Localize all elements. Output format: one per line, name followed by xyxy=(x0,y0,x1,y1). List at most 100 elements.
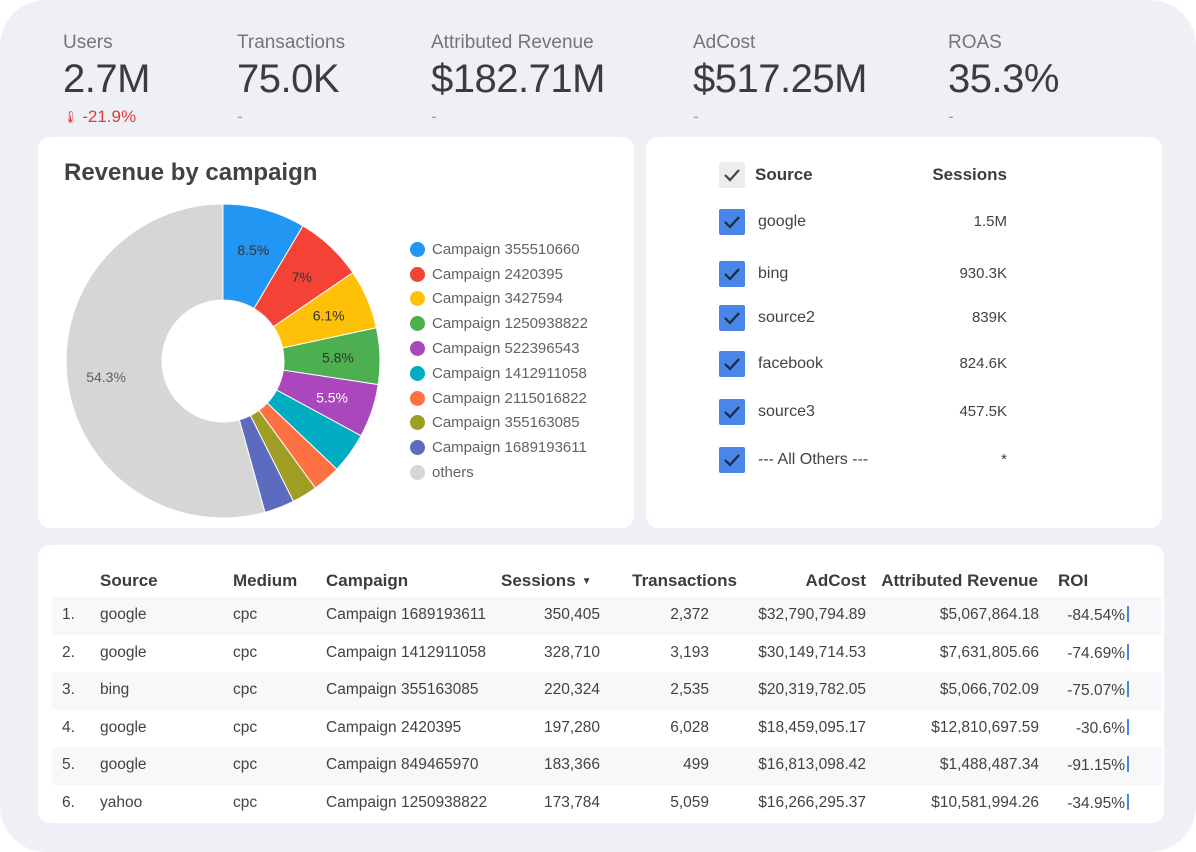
col-header-sessions[interactable]: Sessions ▼ xyxy=(501,571,592,591)
kpi-value: $182.71M xyxy=(431,57,605,101)
kpi-label: Users xyxy=(63,32,113,53)
kpi-label: ROAS xyxy=(948,32,1002,53)
check-icon xyxy=(724,169,740,182)
cell-transactions: 6,028 xyxy=(670,718,709,736)
cell-source: google xyxy=(100,756,147,774)
table-row[interactable]: 1. google cpc Campaign 1689193611 350,405 2,3… xyxy=(52,597,1162,635)
source-filter-row[interactable]: facebook 824.6K xyxy=(646,351,1162,379)
legend-item[interactable]: Campaign 355510660 xyxy=(410,237,588,262)
sessions-column-header[interactable]: Sessions xyxy=(932,165,1007,184)
kpi-delta: 🌡 -21.9% xyxy=(63,106,150,128)
source-checkbox[interactable] xyxy=(719,399,745,425)
legend-item[interactable]: Campaign 355163085 xyxy=(410,411,588,436)
legend-item[interactable]: Campaign 3427594 xyxy=(410,287,588,312)
cell-campaign: Campaign 2420395 xyxy=(326,718,462,736)
source-checkbox[interactable] xyxy=(719,305,745,331)
source-filter-row[interactable]: source2 839K xyxy=(646,305,1162,333)
sort-desc-icon: ▼ xyxy=(581,576,592,587)
source-sessions: 839K xyxy=(971,309,1007,326)
slice-data-label: 7% xyxy=(292,269,312,285)
source-checkbox[interactable] xyxy=(719,447,745,473)
cell-source: google xyxy=(100,606,147,623)
source-checkbox[interactable] xyxy=(719,261,745,287)
col-header-transactions[interactable]: Transactions xyxy=(632,571,737,590)
col-header-roi[interactable]: ROI xyxy=(1058,571,1089,590)
legend-item[interactable]: Campaign 2420395 xyxy=(410,262,588,287)
cell-sessions: 183,366 xyxy=(543,756,600,774)
row-number: 2. xyxy=(62,643,75,661)
pie-slice[interactable] xyxy=(65,203,266,519)
source-name: source2 xyxy=(758,309,815,326)
check-icon xyxy=(724,454,740,467)
table-row[interactable]: 6. yahoo cpc Campaign 1250938822 173,784 5,05… xyxy=(52,785,1162,823)
slice-data-label: 54.3% xyxy=(86,369,126,385)
cell-roi-value: -34.95% xyxy=(1067,795,1125,812)
legend-label: Campaign 355510660 xyxy=(432,240,580,258)
kpi-delta: - xyxy=(431,107,437,126)
cell-source: google xyxy=(100,643,147,661)
cell-medium: cpc xyxy=(233,606,258,623)
cell-medium: cpc xyxy=(233,794,258,811)
select-all-checkbox[interactable] xyxy=(719,162,745,188)
source-sessions: * xyxy=(1001,451,1007,468)
cell-medium: cpc xyxy=(233,643,258,661)
col-header-attributed-revenue[interactable]: Attributed Revenue xyxy=(881,571,1038,590)
col-header-source[interactable]: Source xyxy=(100,571,158,590)
kpi-label: AdCost xyxy=(693,32,756,53)
cell-roi: -30.6% xyxy=(1076,718,1129,738)
legend-item[interactable]: Campaign 522396543 xyxy=(410,336,588,361)
kpi-delta-value: -21.9% xyxy=(82,107,137,126)
legend-item[interactable]: Campaign 1689193611 xyxy=(410,435,588,460)
legend-swatch xyxy=(410,465,425,481)
slice-data-label: 5.8% xyxy=(322,349,354,365)
cell-source: yahoo xyxy=(100,794,143,811)
legend-item[interactable]: Campaign 1412911058 xyxy=(410,361,588,386)
legend-label: Campaign 1412911058 xyxy=(432,364,587,382)
cell-adcost: $16,266,295.37 xyxy=(758,794,866,811)
kpi-adcost: AdCost $517.25M - xyxy=(693,30,867,128)
source-filter-row[interactable]: --- All Others --- * xyxy=(646,447,1162,475)
roi-bar xyxy=(1127,681,1129,698)
cell-campaign: Campaign 1412911058 xyxy=(326,643,487,661)
source-column-header[interactable]: Source xyxy=(755,165,813,184)
col-header-adcost[interactable]: AdCost xyxy=(805,571,866,590)
source-checkbox[interactable] xyxy=(719,209,745,235)
cell-adcost: $32,790,794.89 xyxy=(758,606,866,623)
legend-label: others xyxy=(432,464,474,482)
source-filter-row[interactable]: source3 457.5K xyxy=(646,399,1162,427)
source-filter-row[interactable]: google 1.5M xyxy=(646,209,1162,237)
campaign-table-card: Source Medium Campaign Sessions ▼ Transac… xyxy=(38,545,1164,823)
col-header-campaign[interactable]: Campaign xyxy=(326,571,409,590)
table-row[interactable]: 2. google cpc Campaign 1412911058 328,710 3,1… xyxy=(52,635,1162,673)
legend-label: Campaign 522396543 xyxy=(432,340,580,358)
legend-swatch xyxy=(410,415,425,431)
legend-label: Campaign 2420395 xyxy=(432,265,563,283)
legend-item[interactable]: others xyxy=(410,460,588,485)
source-name: facebook xyxy=(758,355,823,372)
legend-item[interactable]: Campaign 2115016822 xyxy=(410,386,588,411)
slice-data-label: 6.1% xyxy=(313,308,345,324)
check-icon xyxy=(724,312,740,325)
cell-transactions: 499 xyxy=(683,756,709,774)
cell-transactions: 3,193 xyxy=(670,643,709,661)
source-filter-row[interactable]: bing 930.3K xyxy=(646,261,1162,289)
chart-title: Revenue by campaign xyxy=(64,159,318,186)
cell-attributed-revenue: $1,488,487.34 xyxy=(939,756,1039,774)
roi-bar xyxy=(1127,794,1129,810)
check-icon xyxy=(724,268,740,281)
cell-source: google xyxy=(100,718,147,736)
table-row[interactable]: 3. bing cpc Campaign 355163085 220,324 2,535 $… xyxy=(52,672,1162,710)
cell-attributed-revenue: $5,066,702.09 xyxy=(939,681,1039,699)
cell-medium: cpc xyxy=(233,756,258,774)
row-number: 3. xyxy=(62,681,75,699)
table-row[interactable]: 5. google cpc Campaign 849465970 183,366 499 $… xyxy=(52,747,1162,785)
cell-adcost: $20,319,782.05 xyxy=(758,681,866,699)
row-number: 1. xyxy=(62,606,75,623)
cell-transactions: 2,372 xyxy=(670,606,709,623)
source-checkbox[interactable] xyxy=(719,351,745,377)
source-name: --- All Others --- xyxy=(758,451,869,468)
col-header-medium[interactable]: Medium xyxy=(233,571,298,590)
legend-item[interactable]: Campaign 1250938822 xyxy=(410,311,588,336)
table-row[interactable]: 4. google cpc Campaign 2420395 197,280 6,028 $… xyxy=(52,710,1162,748)
kpi-roas: ROAS 35.3% - xyxy=(948,30,1059,128)
